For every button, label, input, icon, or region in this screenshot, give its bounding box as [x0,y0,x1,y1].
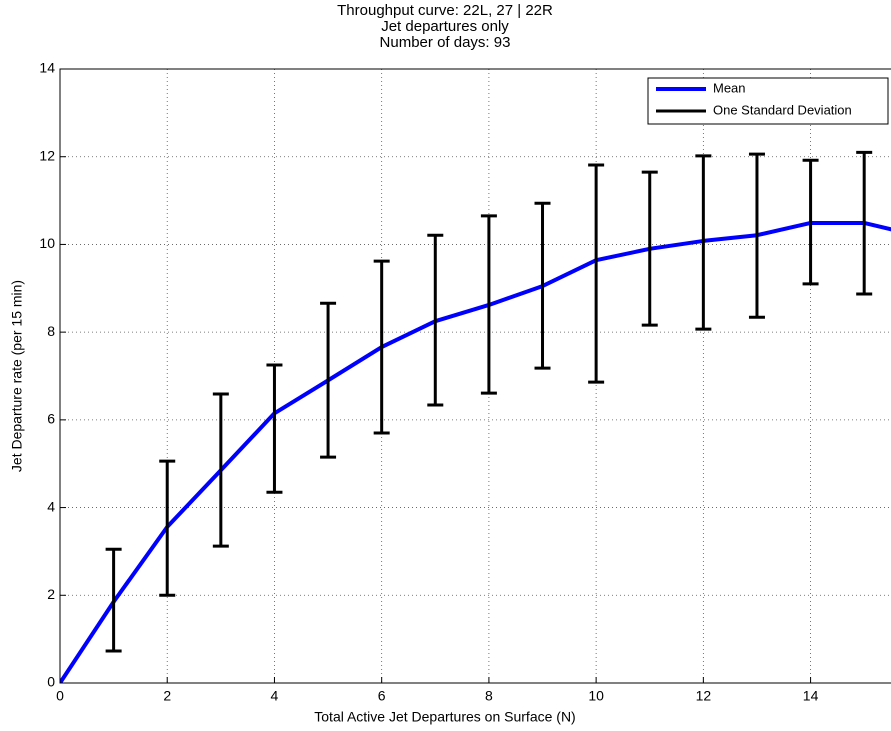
error-bar [159,459,176,597]
error-bar [427,233,444,407]
chart-subtitle: Number of days: 93 [380,34,511,51]
error-bar-line [159,459,176,597]
error-bar [373,259,390,435]
error-bar [695,154,712,331]
y-axis-label: Jet Departure rate (per 15 min) [9,280,25,472]
x-tick-label: 10 [588,688,604,704]
error-bar [266,363,283,494]
error-bar-line [373,259,390,435]
y-tick-label: 10 [39,235,55,251]
chart-subtitle: Jet departures only [381,18,509,35]
error-bar-line [320,301,337,459]
y-tick-label: 6 [47,411,55,427]
x-tick-label: 2 [163,688,171,704]
error-bar-line [212,392,229,548]
error-bar [212,392,229,548]
y-tick-label: 0 [47,674,55,690]
x-tick-label: 6 [378,688,386,704]
chart-title: Throughput curve: 22L, 27 | 22R [337,2,553,19]
x-tick-label: 8 [485,688,493,704]
error-bar-line [480,214,497,395]
error-bar [588,163,605,384]
legend: Mean One Standard Deviation [647,77,889,125]
error-bar [534,201,551,370]
y-tick-label: 8 [47,323,55,339]
y-tick-label: 4 [47,498,55,514]
error-bar-line [641,170,658,327]
error-bar-line [588,163,605,384]
axes: 0 2 4 6 8 10 12 14 0 2 4 6 8 10 12 14 Mean One Standard D… [39,60,891,704]
y-tick-label: 14 [39,60,55,76]
error-bar [802,158,819,286]
error-bar-line [802,158,819,286]
legend-box [647,77,889,125]
y-tick-label: 12 [39,147,55,163]
error-bar [748,152,765,319]
error-bar [105,547,122,653]
axis-frame [59,68,891,684]
legend-label: One Standard Deviation [713,102,852,117]
error-bar [320,301,337,459]
x-tick-label: 4 [271,688,279,704]
x-tick-label: 12 [696,688,712,704]
error-bar-line [695,154,712,331]
error-bar-line [105,547,122,653]
error-bar-line [856,150,873,296]
error-bar [856,150,873,296]
x-tick-label: 0 [56,688,64,704]
error-bar-line [266,363,283,494]
error-bar-line [748,152,765,319]
error-bar-line [427,233,444,407]
plot-area [60,150,891,683]
error-bar [641,170,658,327]
x-axis-label: Total Active Jet Departures on Surface (… [314,709,575,725]
error-bar [480,214,497,395]
error-bar-line [534,201,551,370]
legend-label: Mean [713,80,746,95]
y-tick-label: 2 [47,586,55,602]
x-tick-label: 14 [803,688,819,704]
